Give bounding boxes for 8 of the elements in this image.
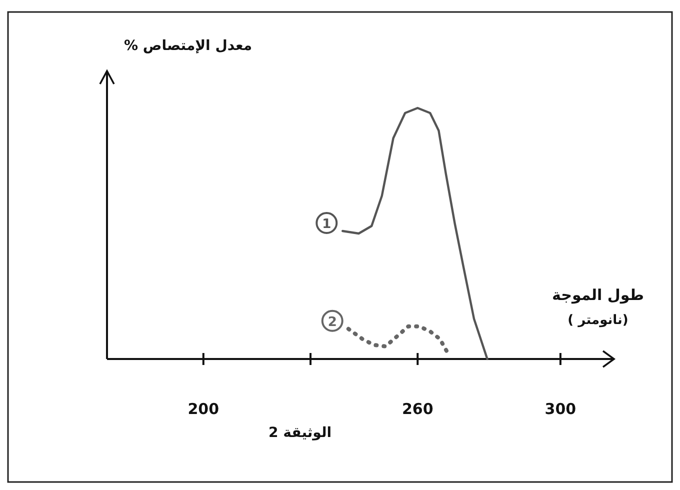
x-tick-label: 260 bbox=[402, 400, 434, 418]
text: الوثيقة 2 bbox=[268, 425, 332, 441]
x-tick-label: 300 bbox=[544, 400, 576, 418]
x-tick-label: 200 bbox=[188, 400, 220, 418]
y-axis-title: معدل الإمتصاص % bbox=[124, 38, 252, 54]
series-label: 2 bbox=[328, 314, 337, 330]
series-label: 1 bbox=[322, 216, 332, 232]
x-axis-title: طول الموجة (نانومتر ) bbox=[552, 286, 644, 328]
